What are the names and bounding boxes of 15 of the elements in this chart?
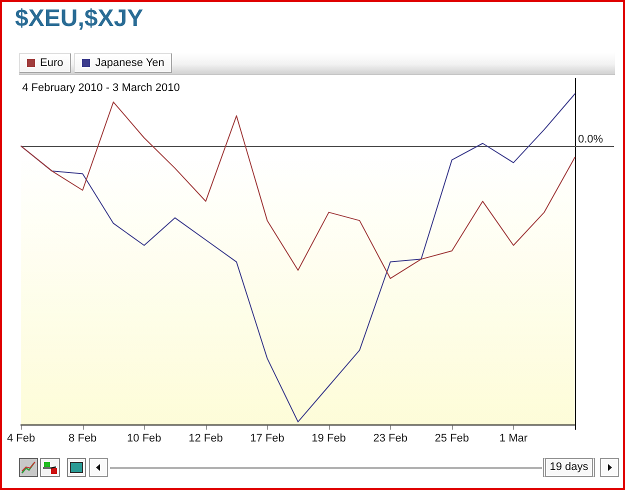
x-tick-label: 8 Feb [68, 432, 97, 444]
x-tick-label: 10 Feb [127, 432, 162, 444]
x-tick-label: 17 Feb [250, 432, 284, 444]
x-tick-label: 19 Feb [312, 432, 346, 444]
legend-label: Japanese Yen [95, 57, 164, 69]
x-tick-label: 12 Feb [188, 432, 223, 444]
x-tick-label: 1 Mar [499, 432, 528, 444]
range-button: 19 days [543, 458, 595, 477]
ref-line-label: 0.0% [578, 134, 604, 146]
x-tick-label: 4 Feb [6, 432, 36, 444]
chart-subtitle: 4 February 2010 - 3 March 2010 [22, 82, 180, 94]
x-tick-label: 25 Feb [434, 432, 470, 444]
x-tick-label: 23 Feb [373, 432, 408, 444]
legend-label: Euro [40, 57, 64, 69]
chart-title: $XEU,$XJY [15, 4, 144, 34]
